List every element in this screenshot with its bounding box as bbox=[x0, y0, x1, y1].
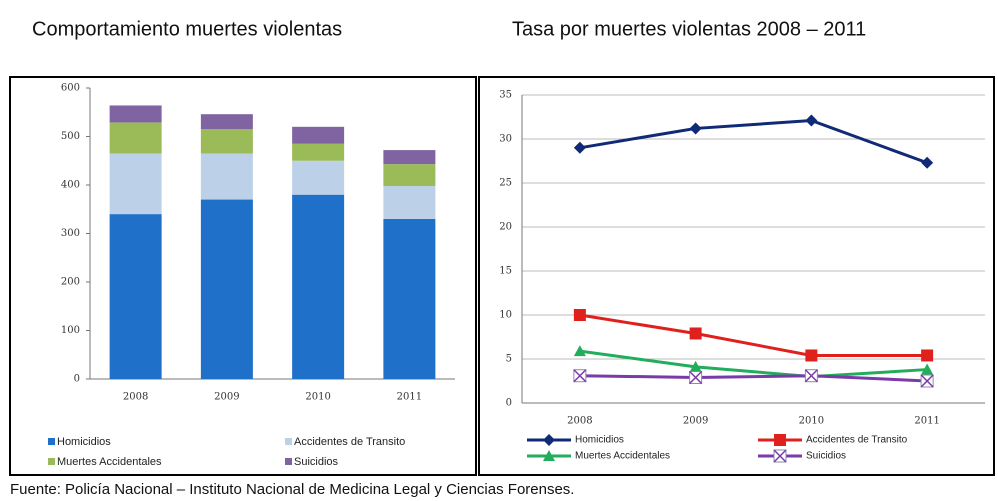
x-tick-label: 2010 bbox=[305, 392, 330, 403]
legend-swatch bbox=[285, 458, 292, 465]
y-tick-label: 600 bbox=[61, 83, 80, 94]
legend-label: Muertes Accidentales bbox=[57, 456, 162, 468]
marker bbox=[573, 309, 586, 321]
legend-label: Suicidios bbox=[294, 456, 339, 468]
bar-segment bbox=[109, 105, 162, 123]
line bbox=[579, 119, 928, 165]
bar-segment bbox=[200, 129, 253, 154]
marker bbox=[689, 370, 703, 385]
legend-label: Suicidios bbox=[806, 451, 846, 462]
bar-segment bbox=[383, 218, 436, 379]
bar-segment bbox=[200, 153, 253, 200]
y-tick-label: 300 bbox=[61, 228, 80, 239]
bar-segment bbox=[292, 143, 345, 161]
marker bbox=[805, 349, 818, 362]
x-tick-label: 2009 bbox=[683, 416, 708, 427]
legend-marker bbox=[773, 449, 787, 463]
chart-title: Tasa por muertes violentas 2008 – 2011 bbox=[512, 18, 866, 40]
bar-segment bbox=[200, 114, 253, 130]
legend-label: Homicidios bbox=[575, 435, 624, 446]
y-tick-label: 15 bbox=[499, 266, 512, 277]
legend-marker bbox=[543, 450, 555, 461]
y-tick-label: 10 bbox=[499, 310, 512, 321]
right-frame bbox=[478, 76, 995, 476]
legend-label: Accidentes de Transito bbox=[294, 436, 405, 448]
bar-segment bbox=[292, 126, 345, 144]
y-tick-label: 0 bbox=[74, 374, 80, 385]
legend-label: Muertes Accidentales bbox=[575, 451, 670, 462]
bar-segment bbox=[292, 194, 345, 379]
legend-label: Homicidios bbox=[57, 436, 111, 448]
marker bbox=[689, 360, 702, 372]
line bbox=[579, 374, 928, 383]
bar-segment bbox=[109, 122, 162, 154]
line bbox=[579, 313, 928, 357]
legend-label: Accidentes de Transito bbox=[806, 435, 908, 446]
legend-swatch bbox=[48, 458, 55, 465]
bar-segment bbox=[200, 199, 253, 379]
marker bbox=[804, 369, 818, 383]
y-tick-label: 25 bbox=[499, 178, 512, 189]
marker bbox=[921, 156, 934, 169]
x-tick-label: 2009 bbox=[214, 392, 239, 403]
x-tick-label: 2011 bbox=[397, 392, 422, 403]
bar-segment bbox=[292, 160, 345, 195]
marker bbox=[920, 374, 934, 388]
x-tick-label: 2008 bbox=[567, 416, 592, 427]
marker bbox=[689, 122, 702, 135]
left-frame bbox=[9, 76, 477, 476]
legend-swatch bbox=[285, 438, 292, 445]
source-note: Fuente: Policía Nacional – Instituto Nac… bbox=[10, 481, 574, 498]
bar-segment bbox=[109, 214, 162, 379]
marker bbox=[921, 349, 934, 362]
y-tick-label: 5 bbox=[506, 354, 512, 365]
marker bbox=[573, 141, 586, 154]
y-tick-label: 20 bbox=[499, 222, 512, 233]
legend-marker bbox=[774, 434, 786, 446]
y-tick-label: 500 bbox=[61, 131, 80, 142]
legend-swatch bbox=[48, 438, 55, 445]
bar-segment bbox=[383, 150, 436, 165]
marker bbox=[805, 114, 818, 127]
bar-segment bbox=[109, 153, 162, 215]
y-tick-label: 100 bbox=[61, 325, 80, 336]
y-tick-label: 30 bbox=[499, 134, 512, 145]
bar-segment bbox=[383, 164, 436, 186]
line bbox=[579, 349, 928, 379]
marker bbox=[573, 345, 586, 357]
legend-marker bbox=[543, 434, 555, 446]
chart-title: Comportamiento muertes violentas bbox=[32, 18, 342, 40]
y-tick-label: 35 bbox=[499, 90, 512, 101]
marker bbox=[689, 327, 702, 340]
marker bbox=[573, 369, 587, 383]
x-tick-label: 2010 bbox=[799, 416, 824, 427]
marker bbox=[921, 363, 934, 375]
x-tick-label: 2008 bbox=[123, 392, 148, 403]
y-tick-label: 200 bbox=[61, 277, 80, 288]
y-tick-label: 400 bbox=[61, 180, 80, 191]
bar-segment bbox=[383, 185, 436, 219]
y-tick-label: 0 bbox=[506, 398, 512, 409]
x-tick-label: 2011 bbox=[914, 416, 939, 427]
